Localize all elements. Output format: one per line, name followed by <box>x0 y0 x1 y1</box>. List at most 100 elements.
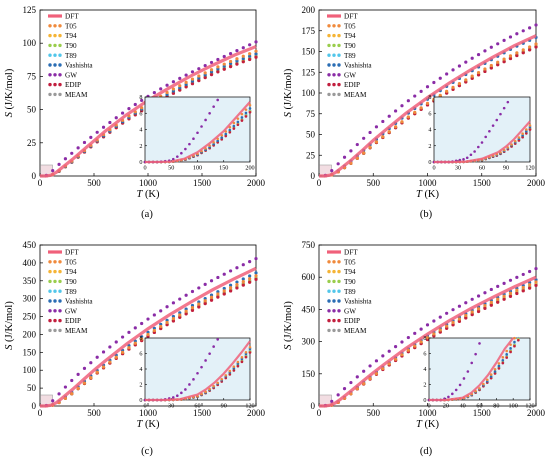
inset-y-tick-label: 4 <box>139 127 142 134</box>
data-point <box>508 294 513 298</box>
data-point <box>248 57 252 62</box>
inset-data-point <box>525 132 528 135</box>
data-point <box>445 311 449 315</box>
data-point <box>209 279 214 283</box>
legend-swatch <box>48 53 52 57</box>
data-point <box>165 90 169 95</box>
data-point <box>57 392 61 396</box>
data-point <box>114 340 118 344</box>
data-point <box>476 73 481 77</box>
legend-item: MEAM <box>327 327 367 335</box>
data-point <box>438 315 442 319</box>
legend-swatch <box>327 269 331 274</box>
inset-data-point <box>462 377 466 380</box>
data-point <box>336 162 340 166</box>
data-point <box>216 292 220 296</box>
inset-data-point <box>171 396 175 399</box>
legend-swatch <box>337 328 341 333</box>
legend-label: T94 <box>65 32 77 40</box>
data-point <box>203 63 207 68</box>
legend-swatch <box>53 92 57 97</box>
data-point <box>476 70 481 75</box>
data-point <box>445 72 449 76</box>
data-point <box>387 349 391 353</box>
inset-y-tick-label: 0 <box>139 397 142 404</box>
data-point <box>330 169 334 173</box>
legend-item: T05 <box>327 258 356 266</box>
inset-y-tick-label: 6 <box>423 351 426 358</box>
y-tick-label: 0 <box>32 171 37 181</box>
data-point <box>355 142 359 147</box>
inset-x-tick-label: 40 <box>460 403 466 410</box>
data-point <box>464 316 468 320</box>
legend-swatch <box>58 63 62 67</box>
legend-swatch <box>327 24 331 28</box>
inset-y-tick-label: 0 <box>139 159 142 166</box>
data-point <box>228 269 233 273</box>
data-point <box>451 85 455 90</box>
inset-x-tick-label: 50 <box>168 165 174 172</box>
legend-swatch <box>53 43 57 48</box>
data-point <box>241 54 245 58</box>
data-point <box>241 280 245 284</box>
legend-item: T94 <box>327 32 356 40</box>
series-t05 <box>44 274 258 408</box>
inset-chart: 0 30 60 90 120 0 2 4 6 8 <box>428 94 534 171</box>
inset-x-tick-label: 120 <box>245 403 254 410</box>
inset-y-tick-label: 8 <box>428 94 431 101</box>
data-point <box>95 355 99 359</box>
data-point <box>133 341 137 345</box>
data-point <box>464 60 468 64</box>
legend-item: EDIP <box>327 317 360 325</box>
legend-label: T05 <box>65 22 77 30</box>
y-axis-label: S (J/K/mol) <box>4 68 15 117</box>
inset-data-point <box>224 132 228 136</box>
x-tick-label: 0 <box>317 178 322 188</box>
inset-data-point <box>517 136 521 139</box>
data-point <box>197 286 201 290</box>
data-point <box>178 315 182 320</box>
series-line-dft <box>319 275 537 408</box>
data-point <box>228 59 233 64</box>
legend-item: MEAM <box>48 327 88 335</box>
legend-item: T90 <box>48 278 77 286</box>
data-point <box>425 323 430 327</box>
legend-item: T89 <box>48 52 77 60</box>
data-point <box>521 51 525 55</box>
data-point <box>483 303 487 308</box>
legend-swatch <box>327 328 331 333</box>
data-point <box>521 29 525 33</box>
data-point <box>241 56 245 61</box>
data-point <box>413 344 417 348</box>
data-point <box>496 297 500 301</box>
data-point <box>222 67 226 71</box>
inset-x-tick-label: 80 <box>493 403 499 410</box>
inset-data-point <box>521 132 524 135</box>
data-point <box>190 306 195 310</box>
data-point <box>209 60 214 65</box>
legend-swatch <box>53 328 57 333</box>
data-point <box>82 381 87 385</box>
legend-label: T05 <box>344 258 356 266</box>
data-point <box>489 63 493 68</box>
legend-swatch <box>332 318 336 323</box>
legend-swatch <box>48 318 52 323</box>
panel-caption: (c) <box>141 446 153 457</box>
data-point <box>171 87 176 91</box>
data-point <box>254 257 258 261</box>
y-tick-label: 0 <box>311 401 316 411</box>
legend-item: T90 <box>327 278 356 286</box>
legend-label: T94 <box>344 32 356 40</box>
inset-data-point <box>212 105 215 108</box>
legend-swatch <box>48 289 52 293</box>
x-tick-label: 2000 <box>247 178 266 188</box>
inset-data-point <box>493 372 497 375</box>
legend-label: MEAM <box>344 327 367 335</box>
x-tick-label: 0 <box>317 408 322 418</box>
legend-swatch <box>53 309 57 313</box>
y-tick-label: 750 <box>302 240 316 250</box>
data-point <box>254 49 258 53</box>
